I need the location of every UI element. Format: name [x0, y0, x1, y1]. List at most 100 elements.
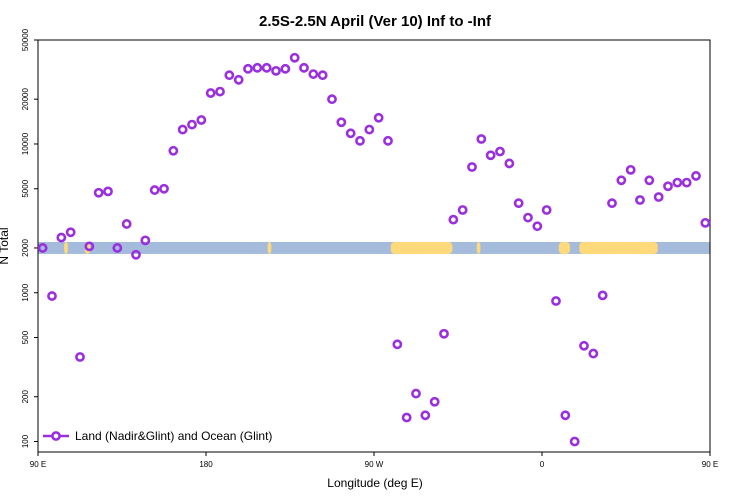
data-point — [635, 195, 645, 205]
y-tick-label: 50000 — [21, 28, 30, 51]
x-tick-label: 90 E — [702, 460, 718, 469]
legend: Land (Nadir&Glint) and Ocean (Glint) — [43, 429, 272, 443]
data-point — [271, 65, 281, 76]
data-point — [560, 410, 571, 421]
data-point — [168, 145, 179, 156]
ocean-band — [38, 241, 710, 254]
data-point — [47, 291, 57, 301]
data-point — [65, 227, 76, 238]
data-point — [121, 219, 132, 229]
x-tick-label: 90 W — [365, 460, 384, 469]
data-points — [37, 52, 711, 447]
data-point — [448, 214, 459, 225]
x-tick-label: 0 — [540, 460, 545, 469]
legend-marker-icon — [51, 431, 61, 441]
data-point — [289, 52, 300, 63]
y-axis-label: N Total — [0, 227, 11, 264]
y-tick-label: 10000 — [21, 132, 30, 155]
land-segment — [267, 241, 272, 254]
data-point — [569, 436, 580, 447]
legend-label: Land (Nadir&Glint) and Ocean (Glint) — [75, 429, 272, 443]
data-point — [93, 187, 104, 198]
y-tick-label: 500 — [21, 330, 30, 344]
data-point — [299, 62, 309, 73]
data-point — [401, 412, 412, 423]
y-tick-label: 200 — [21, 390, 30, 404]
data-point — [579, 340, 589, 351]
land-segment — [579, 241, 658, 254]
data-point — [616, 175, 627, 186]
data-point — [373, 112, 384, 123]
data-point — [233, 74, 244, 85]
data-point — [672, 177, 683, 188]
data-point — [205, 88, 216, 98]
data-point — [513, 198, 524, 209]
chart-title: 2.5S-2.5N April (Ver 10) Inf to -Inf — [259, 13, 492, 30]
x-axis: 90 E 180 90 W 0 90 E — [30, 452, 718, 469]
y-tick-label: 20000 — [21, 88, 30, 111]
data-point — [215, 86, 225, 97]
data-point — [196, 115, 207, 125]
data-point — [327, 94, 337, 105]
data-point — [37, 243, 48, 253]
y-tick-label: 2000 — [21, 239, 30, 257]
data-point — [588, 348, 599, 359]
x-tick-label: 90 E — [30, 460, 46, 469]
data-point — [663, 181, 673, 192]
data-point — [159, 183, 169, 194]
surface-band — [38, 241, 710, 254]
data-point — [75, 352, 85, 362]
data-point — [317, 70, 328, 81]
data-point — [523, 212, 533, 223]
x-tick-label: 180 — [199, 460, 213, 469]
data-point — [84, 241, 95, 252]
data-point — [439, 328, 449, 339]
land-segment — [64, 241, 68, 254]
data-point — [457, 205, 468, 215]
y-axis: 100 200 500 1000 2000 5000 10000 20000 50000 — [21, 28, 38, 448]
data-point — [252, 62, 263, 73]
data-point — [345, 128, 356, 139]
data-point — [187, 119, 197, 130]
data-point — [607, 198, 617, 209]
data-point — [597, 290, 608, 301]
data-point — [551, 296, 561, 306]
land-segment — [390, 241, 453, 254]
data-point — [224, 70, 235, 81]
data-point — [280, 63, 291, 74]
land-segment — [476, 241, 481, 254]
data-point — [355, 135, 365, 146]
data-point — [131, 249, 141, 260]
data-point — [532, 221, 543, 232]
data-point — [383, 135, 393, 146]
data-point — [56, 232, 67, 243]
data-point — [476, 134, 487, 144]
data-point — [429, 396, 440, 407]
data-point — [112, 243, 123, 253]
land-segment — [558, 241, 570, 254]
data-point — [495, 146, 505, 157]
data-point — [392, 339, 403, 350]
data-point — [700, 217, 711, 228]
data-point — [644, 175, 655, 186]
y-tick-label: 100 — [21, 434, 30, 448]
data-point — [625, 164, 636, 175]
data-point — [308, 69, 319, 79]
y-tick-label: 1000 — [21, 283, 30, 301]
data-point — [243, 63, 253, 74]
y-tick-label: 5000 — [21, 179, 30, 197]
data-point — [467, 162, 477, 172]
data-point — [140, 235, 151, 246]
data-point — [420, 410, 431, 421]
data-point — [261, 62, 272, 73]
data-point — [504, 158, 515, 169]
data-point — [364, 124, 375, 135]
data-point — [411, 388, 421, 399]
x-axis-label: Longitude (deg E) — [327, 476, 422, 490]
data-point — [149, 185, 160, 195]
data-point — [485, 150, 496, 161]
data-point — [103, 186, 113, 197]
data-point — [541, 205, 552, 215]
data-point — [653, 192, 664, 202]
